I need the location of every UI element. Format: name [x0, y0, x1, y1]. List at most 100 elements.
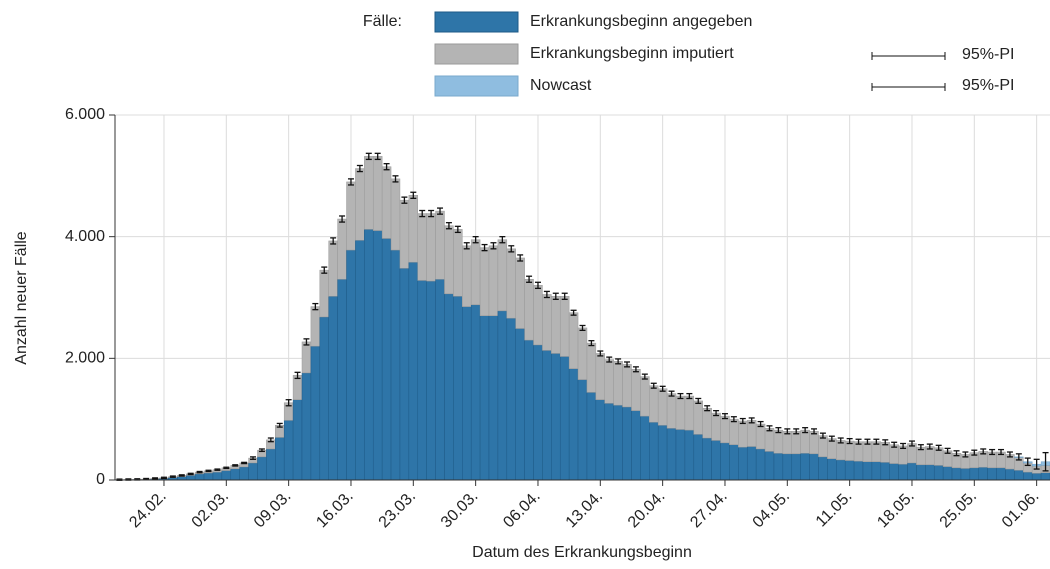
bar-segment: [595, 399, 606, 481]
bar-segment: [435, 279, 445, 481]
bar-segment: [622, 364, 632, 408]
bar-segment: [764, 428, 775, 452]
bar-segment: [470, 239, 481, 306]
bar-segment: [453, 296, 463, 481]
bar-segment: [444, 225, 454, 295]
bar-segment: [239, 466, 249, 481]
error-bar: [597, 350, 604, 357]
x-tick-label: 20.04.: [625, 488, 668, 531]
x-tick-label: 24.02.: [126, 488, 169, 531]
bar-segment: [435, 210, 445, 280]
error-bar: [730, 416, 737, 423]
error-bar: [517, 254, 524, 262]
bar-segment: [488, 315, 499, 481]
legend-swatch: [434, 11, 519, 33]
error-bar: [160, 476, 167, 480]
bar-segment: [381, 166, 392, 239]
error-bar: [365, 152, 372, 161]
x-tick-label: 02.03.: [189, 488, 232, 531]
error-bar: [383, 163, 390, 171]
bar-segment: [729, 418, 739, 445]
pi-label: 95%-PI: [962, 77, 1014, 94]
error-bar: [241, 461, 248, 465]
pi-legend: 95%-PI 95%-PI: [871, 46, 1014, 94]
error-bar: [980, 448, 987, 455]
error-bar: [250, 456, 257, 460]
bar-segment: [755, 423, 766, 450]
error-bar: [1033, 458, 1040, 470]
bar-segment: [764, 451, 775, 481]
x-tick-label: 16.03.: [313, 488, 356, 531]
error-bar: [757, 420, 764, 428]
bar-segment: [551, 296, 561, 354]
bar-segment: [942, 466, 953, 481]
bar-segment: [568, 368, 579, 481]
bar-segment: [862, 461, 873, 481]
bar-segment: [809, 431, 819, 455]
error-bar: [339, 215, 346, 223]
error-bar: [552, 292, 559, 300]
error-bar: [1042, 451, 1049, 472]
error-bar: [962, 451, 969, 458]
x-tick-label: 04.05.: [750, 488, 793, 531]
bar-segment: [746, 420, 757, 447]
error-bar: [285, 399, 292, 407]
bar-segment: [390, 249, 401, 481]
error-bar: [704, 405, 711, 412]
bar-segment: [711, 440, 721, 481]
error-bar: [624, 361, 631, 368]
bar-segment: [586, 392, 597, 481]
bar-segment: [417, 280, 427, 481]
x-tick-label: 30.03.: [438, 488, 481, 531]
error-bar: [303, 338, 310, 346]
bar-segment: [649, 421, 659, 481]
x-tick-label: 09.03.: [251, 488, 294, 531]
bar-segment: [960, 468, 971, 481]
error-bar: [837, 437, 844, 444]
bar-segment: [702, 407, 712, 439]
bar-segment: [319, 316, 329, 481]
bar-segment: [595, 353, 606, 400]
bar-segment: [969, 467, 980, 481]
error-bar: [428, 209, 435, 218]
bar-segment: [559, 356, 570, 481]
error-bar: [490, 242, 497, 250]
bar-segment: [657, 388, 668, 426]
error-bar: [811, 428, 818, 435]
error-bar: [802, 427, 809, 434]
legend-title: Fälle:: [363, 13, 402, 30]
bar-segment: [622, 406, 632, 481]
bar-segment: [551, 353, 561, 481]
bar-segment: [515, 257, 525, 329]
bar-segment: [275, 437, 285, 481]
bar-segment: [809, 453, 819, 481]
error-bar: [748, 417, 755, 424]
bar-segment: [666, 428, 677, 481]
bar-segment: [827, 458, 837, 481]
legend-label: Erkrankungsbeginn angegeben: [530, 13, 752, 30]
bar-segment: [542, 350, 552, 481]
error-bar: [971, 449, 978, 456]
bar-segment: [871, 461, 882, 481]
bar-segment: [542, 294, 552, 351]
bar-segment: [649, 385, 659, 423]
bar-segment: [711, 412, 721, 441]
bar-segment: [916, 464, 926, 481]
bar-segment: [640, 376, 650, 417]
error-bar: [445, 222, 452, 230]
bar-segment: [488, 245, 499, 317]
bar-segment: [577, 379, 588, 481]
error-bar: [828, 435, 835, 442]
bar-segment: [257, 456, 267, 481]
y-tick-label: 6.000: [65, 106, 105, 123]
error-bar: [908, 440, 915, 447]
bar-segment: [310, 345, 321, 481]
bar-segment: [497, 239, 508, 312]
bar-segment: [693, 400, 703, 435]
error-bar: [819, 432, 826, 439]
bar-segment: [844, 460, 855, 481]
error-bar: [882, 439, 889, 446]
bar-segment: [506, 317, 516, 481]
error-bar: [561, 292, 568, 300]
